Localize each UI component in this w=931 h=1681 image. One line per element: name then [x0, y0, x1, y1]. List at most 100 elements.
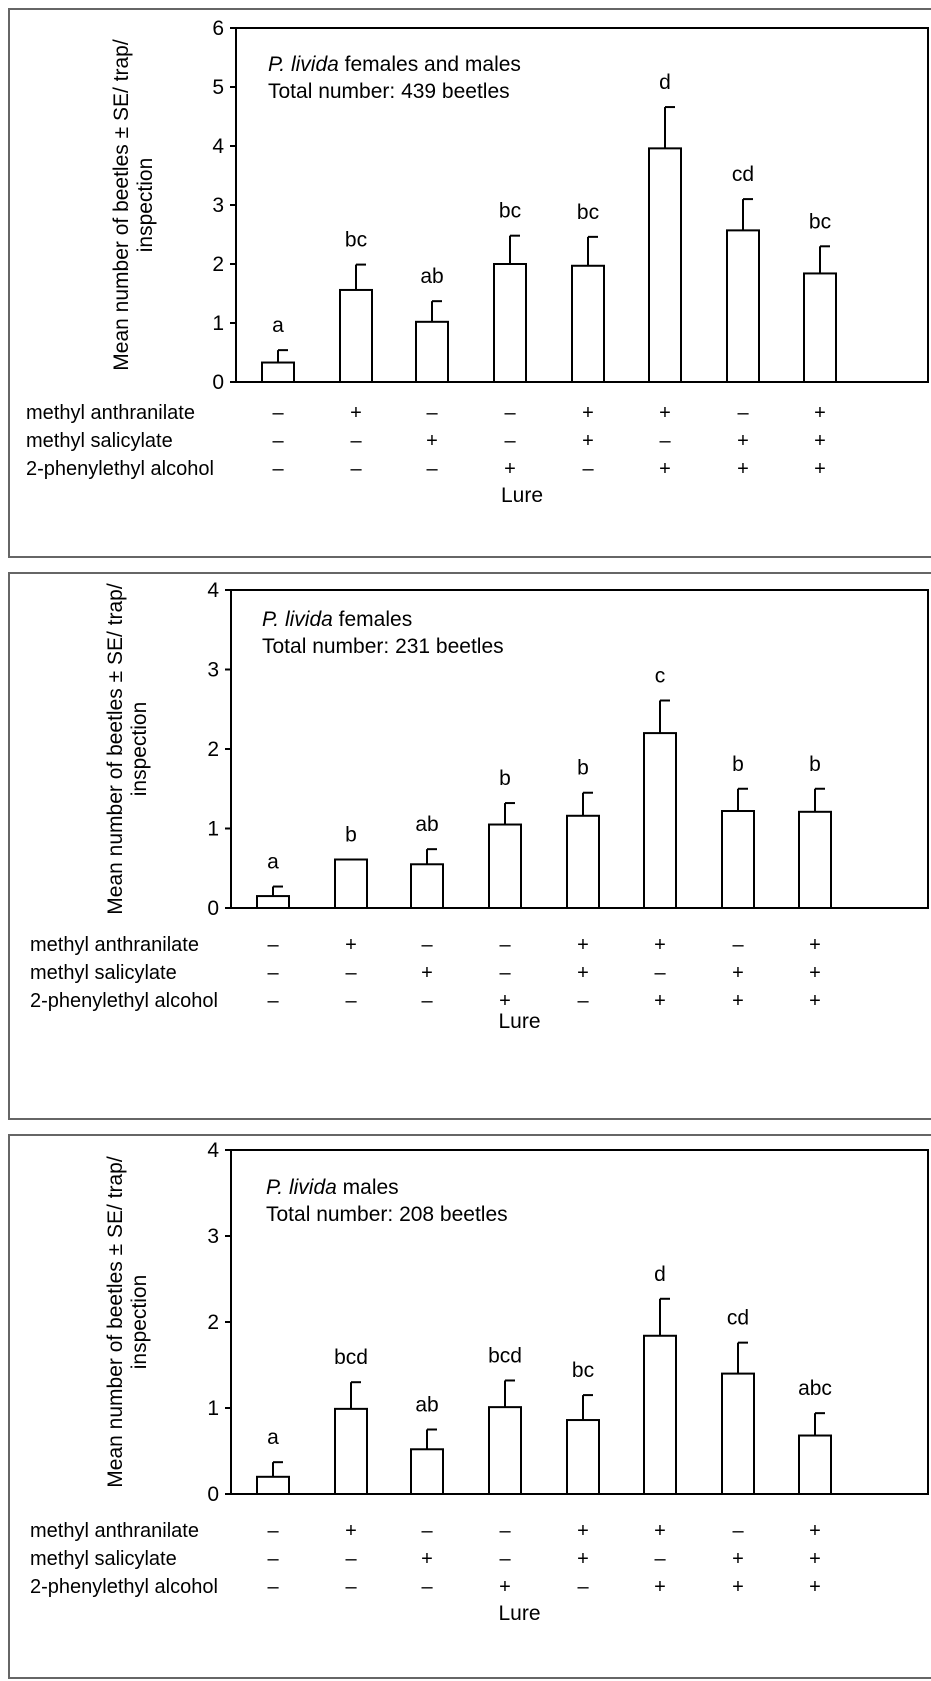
treatment-minus: –: [421, 1576, 433, 1598]
treatment-plus: +: [654, 1576, 666, 1598]
significance-letter: a: [267, 1426, 279, 1449]
annotation-species: P. livida: [262, 608, 333, 631]
bar: [721, 810, 755, 909]
y-tick-label: 2: [207, 1311, 219, 1334]
treatment-minus: –: [582, 458, 594, 480]
treatment-plus: +: [577, 934, 589, 956]
significance-letter: ab: [415, 813, 438, 836]
bar: [493, 263, 527, 383]
bar: [339, 288, 373, 383]
treatment-row-label: methyl anthranilate: [30, 1520, 199, 1542]
significance-letter: cd: [727, 1307, 749, 1330]
bar: [566, 814, 600, 909]
treatment-minus: –: [732, 934, 744, 956]
significance-letter: a: [272, 314, 284, 337]
significance-letter: ab: [415, 1394, 438, 1417]
annotation-species: P. livida: [266, 1176, 337, 1199]
treatment-minus: –: [421, 990, 433, 1012]
bar: [643, 1334, 677, 1495]
treatment-minus: –: [499, 1520, 511, 1542]
treatment-plus: +: [814, 402, 826, 424]
treatment-minus: –: [345, 1576, 357, 1598]
annotation-title: P. livida females: [262, 608, 412, 631]
treatment-row-label: methyl anthranilate: [30, 934, 199, 956]
y-axis-label-line2: inspection: [134, 158, 157, 253]
bar: [256, 895, 290, 910]
annotation-group: females and males: [339, 53, 521, 76]
significance-letter: c: [655, 665, 666, 688]
treatment-plus: +: [654, 990, 666, 1012]
treatment-minus: –: [267, 990, 279, 1012]
y-tick-label: 3: [212, 194, 224, 217]
treatment-plus: +: [654, 1520, 666, 1542]
x-axis-label: Lure: [501, 484, 543, 507]
treatment-plus: +: [809, 990, 821, 1012]
treatment-plus: +: [582, 402, 594, 424]
y-tick-label: 2: [207, 738, 219, 761]
y-axis-label-line1: Mean number of beetles ± SE/ trap/: [104, 1156, 127, 1488]
treatment-plus: +: [499, 990, 511, 1012]
treatment-row-label: 2-phenylethyl alcohol: [30, 1576, 218, 1598]
treatment-plus: +: [737, 430, 749, 452]
treatment-minus: –: [421, 1520, 433, 1542]
treatment-plus: +: [426, 430, 438, 452]
treatment-minus: –: [421, 934, 433, 956]
panel-2: 0 1 2 3 4 Mean number of beetles ± SE/ trap/i…: [8, 572, 931, 1120]
annotation-title: P. livida females and males: [268, 53, 521, 76]
significance-letter: abc: [798, 1377, 832, 1400]
significance-letter: bcd: [334, 1346, 368, 1369]
treatment-row-label: methyl anthranilate: [26, 402, 195, 424]
treatment-minus: –: [426, 458, 438, 480]
treatment-plus: +: [421, 1548, 433, 1570]
significance-letter: bc: [572, 1359, 594, 1382]
treatment-plus: +: [582, 430, 594, 452]
chart-3: 0 1 2 3 4 Mean number of beetles ± SE/ trap/i…: [30, 1139, 929, 1625]
significance-letter: d: [654, 1263, 666, 1286]
significance-letter: ab: [420, 265, 443, 288]
annotation-group: females: [333, 608, 412, 631]
treatment-minus: –: [577, 990, 589, 1012]
significance-letter: bc: [577, 201, 599, 224]
bar: [571, 264, 605, 384]
treatment-plus: +: [809, 934, 821, 956]
chart-1: 0 1 2 3 4 5 6 Mean number of beetles ± SE/ trap…: [26, 17, 929, 507]
annotation-total: Total number: 439 beetles: [268, 80, 510, 103]
x-axis-label: Lure: [498, 1010, 540, 1033]
treatment-plus: +: [809, 1576, 821, 1598]
treatment-plus: +: [732, 1548, 744, 1570]
bar: [726, 229, 760, 383]
treatment-plus: +: [577, 962, 589, 984]
treatment-row-label: methyl salicylate: [30, 1548, 177, 1570]
treatment-plus: +: [732, 990, 744, 1012]
significance-letter: d: [659, 71, 671, 94]
treatment-plus: +: [809, 1520, 821, 1542]
treatment-plus: +: [345, 934, 357, 956]
significance-letter: b: [345, 824, 357, 847]
annotation-title: P. livida males: [266, 1176, 399, 1199]
treatment-plus: +: [814, 430, 826, 452]
bar: [566, 1419, 600, 1496]
significance-letter: b: [577, 757, 589, 780]
treatment-minus: –: [272, 402, 284, 424]
treatment-plus: +: [659, 402, 671, 424]
annotation-species: P. livida: [268, 53, 339, 76]
annotation-group: males: [337, 1176, 399, 1199]
y-tick-label: 1: [212, 312, 224, 335]
treatment-minus: –: [272, 458, 284, 480]
treatment-minus: –: [350, 458, 362, 480]
y-tick-label: 0: [212, 371, 224, 394]
bar: [643, 732, 677, 909]
treatment-minus: –: [272, 430, 284, 452]
treatment-minus: –: [350, 430, 362, 452]
bar: [488, 823, 522, 909]
chart-2: 0 1 2 3 4 Mean number of beetles ± SE/ trap/i…: [30, 579, 929, 1033]
y-tick-label: 5: [212, 76, 224, 99]
treatment-minus: –: [426, 402, 438, 424]
bar: [410, 1448, 444, 1495]
treatment-plus: +: [659, 458, 671, 480]
significance-letter: cd: [732, 163, 754, 186]
treatment-plus: +: [421, 962, 433, 984]
y-axis-label-line1: Mean number of beetles ± SE/ trap/: [104, 583, 127, 915]
y-tick-label: 4: [212, 135, 224, 158]
treatment-plus: +: [809, 962, 821, 984]
